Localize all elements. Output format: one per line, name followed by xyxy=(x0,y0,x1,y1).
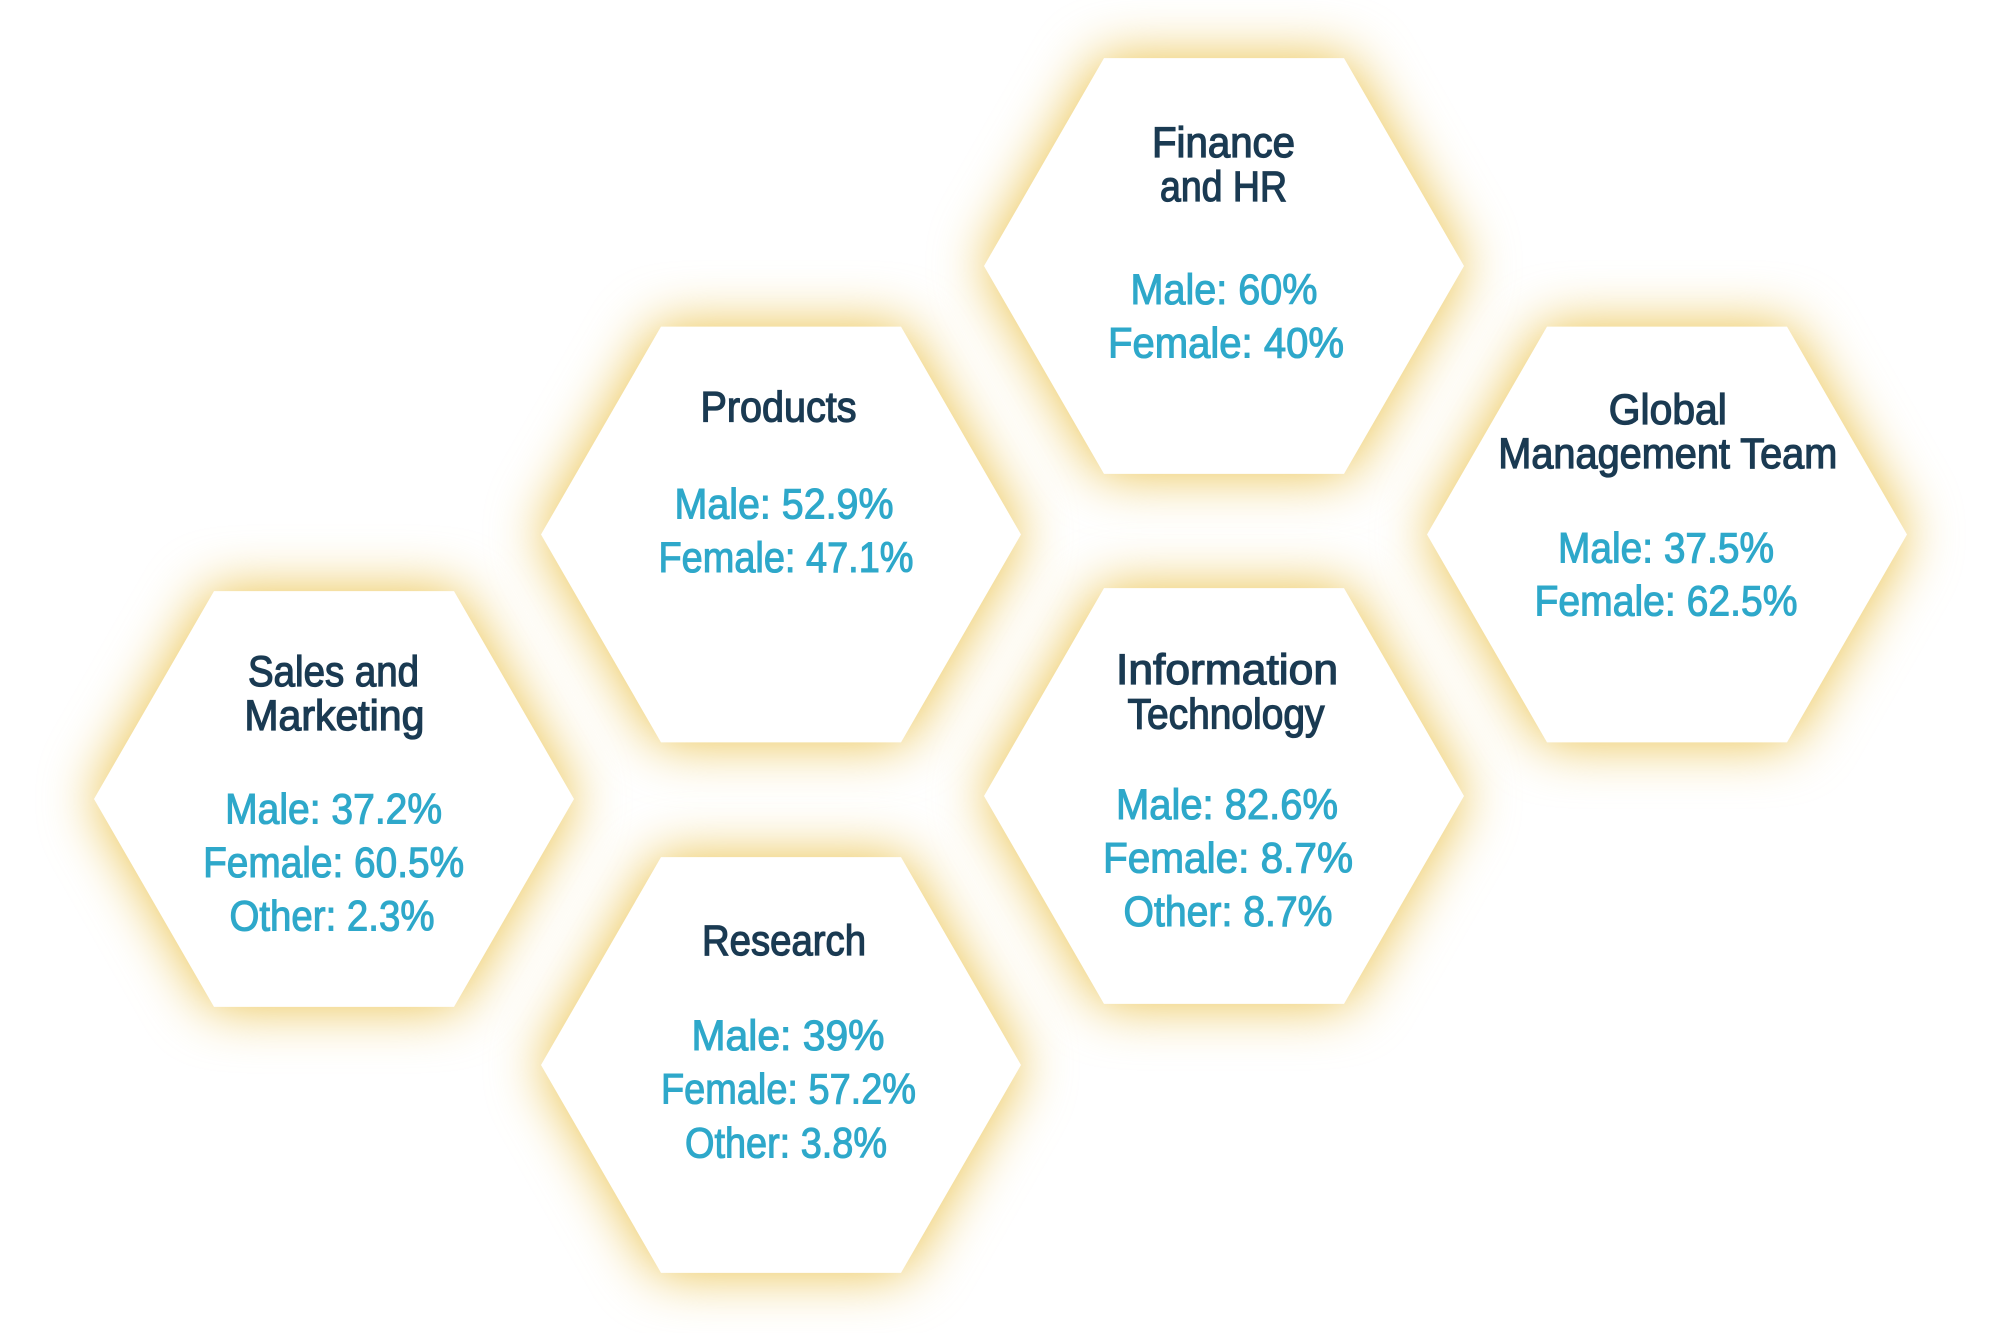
svg-text:Management Team: Management Team xyxy=(1498,430,1837,478)
svg-text:Finance: Finance xyxy=(1152,119,1295,167)
svg-text:Male: 52.9%: Male: 52.9% xyxy=(675,482,894,529)
svg-text:Other: 2.3%: Other: 2.3% xyxy=(230,893,435,940)
svg-text:Products: Products xyxy=(701,383,857,431)
svg-text:Other: 3.8%: Other: 3.8% xyxy=(685,1120,887,1167)
svg-text:Global: Global xyxy=(1609,386,1727,434)
svg-text:Marketing: Marketing xyxy=(244,692,424,740)
svg-text:Female: 62.5%: Female: 62.5% xyxy=(1535,578,1798,625)
svg-text:Male: 37.2%: Male: 37.2% xyxy=(225,786,442,833)
svg-text:Male: 39%: Male: 39% xyxy=(692,1013,885,1060)
svg-text:Female: 40%: Female: 40% xyxy=(1108,321,1344,368)
svg-text:Research: Research xyxy=(702,917,866,965)
svg-text:Female: 57.2%: Female: 57.2% xyxy=(661,1067,916,1114)
svg-text:Other: 8.7%: Other: 8.7% xyxy=(1124,889,1333,936)
svg-text:Male: 82.6%: Male: 82.6% xyxy=(1116,782,1338,829)
svg-text:Male: 60%: Male: 60% xyxy=(1131,267,1318,314)
svg-text:Information: Information xyxy=(1116,646,1338,694)
svg-text:and HR: and HR xyxy=(1160,163,1287,211)
svg-text:Technology: Technology xyxy=(1128,690,1325,738)
svg-text:Female: 47.1%: Female: 47.1% xyxy=(659,535,914,582)
svg-text:Sales and: Sales and xyxy=(248,648,419,696)
svg-text:Female: 60.5%: Female: 60.5% xyxy=(203,840,464,887)
svg-text:Female: 8.7%: Female: 8.7% xyxy=(1103,836,1353,883)
svg-text:Male: 37.5%: Male: 37.5% xyxy=(1558,525,1774,572)
